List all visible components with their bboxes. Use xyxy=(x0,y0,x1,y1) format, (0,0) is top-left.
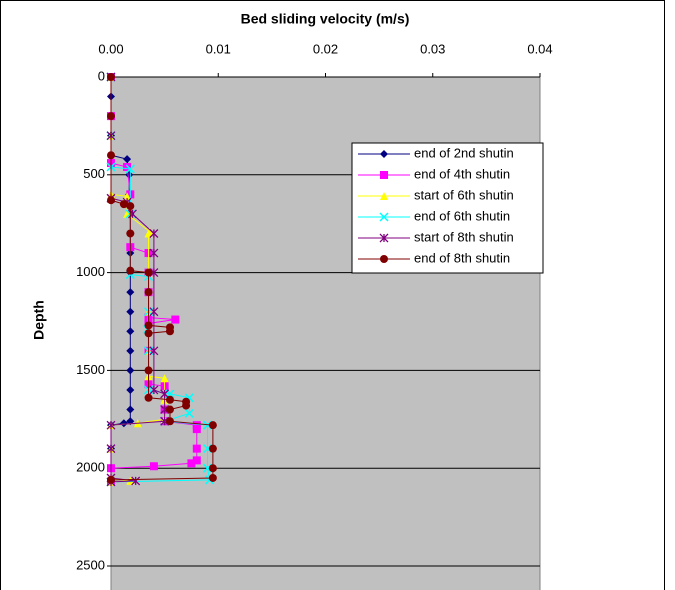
marker xyxy=(380,192,388,200)
marker xyxy=(208,464,217,473)
marker xyxy=(182,401,191,410)
marker xyxy=(126,366,135,375)
x-tick-label: 0.02 xyxy=(313,41,338,56)
marker xyxy=(380,255,388,263)
marker xyxy=(144,229,153,238)
marker xyxy=(380,150,388,158)
marker xyxy=(192,444,201,453)
marker xyxy=(149,385,159,395)
marker xyxy=(107,151,115,160)
marker xyxy=(126,202,135,211)
marker xyxy=(126,266,135,275)
x-tick-label: 0.03 xyxy=(420,41,445,56)
legend-label: start of 8th shutin xyxy=(414,229,514,244)
y-tick-label: 2500 xyxy=(76,557,105,572)
y-tick-label: 1000 xyxy=(76,264,105,279)
marker xyxy=(165,405,174,414)
legend-label: end of 6th shutin xyxy=(414,208,510,223)
x-tick-label: 0.01 xyxy=(206,41,231,56)
legend-label: end of 8th shutin xyxy=(414,250,510,265)
marker xyxy=(192,425,201,434)
marker xyxy=(144,288,153,297)
marker xyxy=(107,73,115,81)
marker xyxy=(144,321,153,330)
marker xyxy=(131,476,141,486)
marker xyxy=(144,393,153,402)
marker xyxy=(123,155,132,164)
marker xyxy=(119,200,128,209)
legend xyxy=(351,142,544,274)
marker xyxy=(208,421,217,430)
legend-label: end of 2nd shutin xyxy=(414,145,514,160)
y-tick-label: 2000 xyxy=(76,460,105,475)
marker xyxy=(144,268,153,277)
marker xyxy=(107,475,115,484)
marker xyxy=(192,456,201,465)
marker xyxy=(165,417,174,426)
y-axis-label: Depth xyxy=(31,300,47,340)
marker xyxy=(123,162,132,171)
marker xyxy=(126,229,135,238)
marker xyxy=(126,346,135,355)
marker xyxy=(165,395,174,404)
x-tick-label: 0.04 xyxy=(527,41,552,56)
marker xyxy=(106,420,116,430)
marker xyxy=(208,444,217,453)
marker xyxy=(107,112,115,121)
marker xyxy=(149,346,159,356)
marker xyxy=(125,164,135,174)
marker xyxy=(126,288,135,297)
marker xyxy=(127,209,137,219)
marker xyxy=(107,196,115,205)
marker xyxy=(160,374,169,383)
marker xyxy=(123,192,132,201)
chart-title: Bed sliding velocity (m/s) xyxy=(241,11,410,27)
marker xyxy=(171,315,180,324)
marker xyxy=(119,419,128,428)
y-tick-label: 0 xyxy=(98,68,105,83)
y-tick-label: 500 xyxy=(83,166,105,181)
marker xyxy=(379,233,389,243)
legend-label: start of 6th shutin xyxy=(414,187,514,202)
marker xyxy=(165,327,174,336)
marker xyxy=(126,327,135,336)
x-tick-label: 0.00 xyxy=(98,41,123,56)
marker xyxy=(126,385,135,394)
marker xyxy=(126,307,135,316)
marker xyxy=(149,229,159,238)
marker xyxy=(160,389,170,399)
marker xyxy=(149,462,158,471)
legend-label: end of 4th shutin xyxy=(414,166,510,181)
marker xyxy=(144,329,153,338)
y-tick-label: 1500 xyxy=(76,362,105,377)
marker xyxy=(187,459,196,468)
marker xyxy=(380,171,388,179)
marker xyxy=(149,307,159,317)
marker xyxy=(149,248,159,258)
marker xyxy=(208,473,217,482)
marker xyxy=(144,366,153,375)
marker xyxy=(106,444,116,454)
marker xyxy=(184,408,194,418)
marker xyxy=(126,405,135,414)
marker xyxy=(379,212,389,222)
